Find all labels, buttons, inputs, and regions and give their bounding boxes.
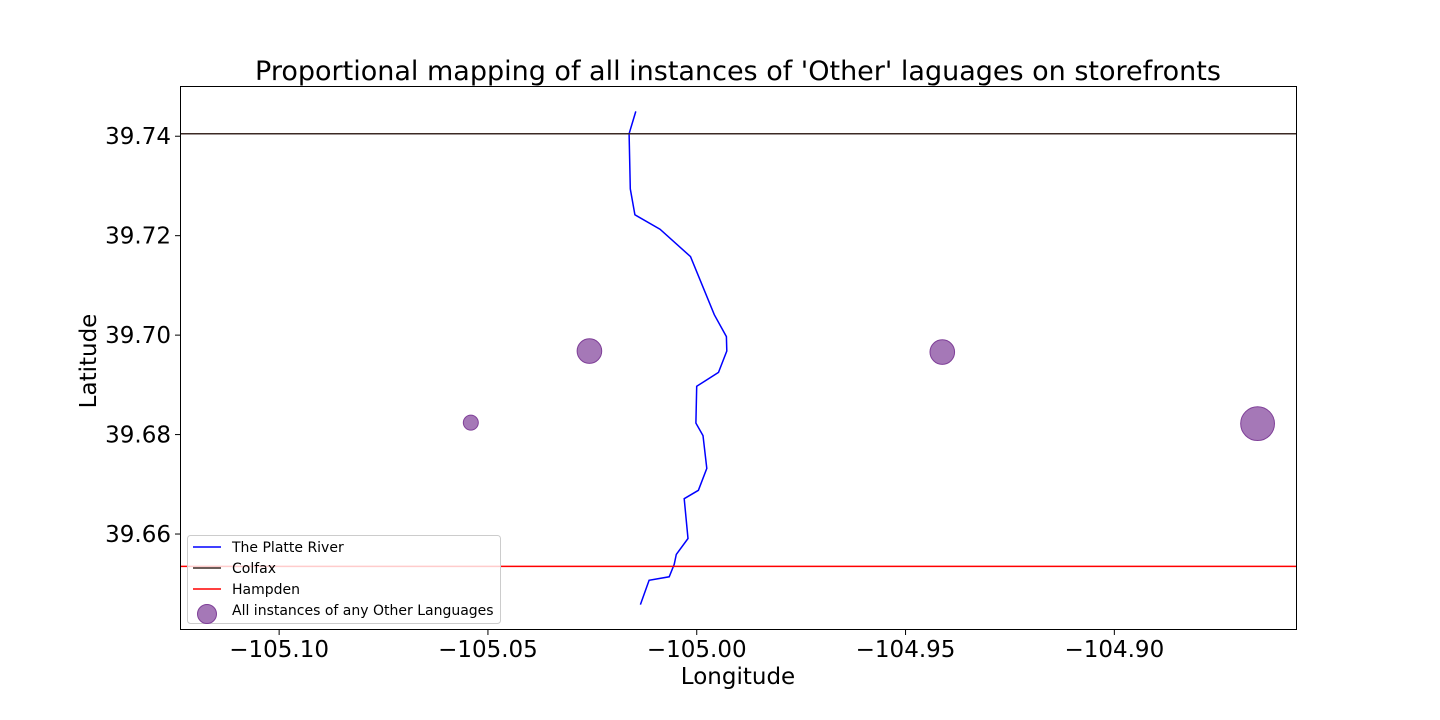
scatter-point bbox=[576, 338, 603, 364]
x-tick-label: −105.05 bbox=[438, 637, 538, 663]
x-tick-label: −105.10 bbox=[229, 637, 329, 663]
scatter-point bbox=[1240, 406, 1275, 442]
legend-label: All instances of any Other Languages bbox=[232, 603, 494, 619]
y-tick-label: 39.66 bbox=[105, 522, 171, 548]
legend-label: Hampden bbox=[232, 582, 300, 598]
legend: The Platte River Colfax Hampden All instanc… bbox=[187, 535, 501, 624]
x-tick-label: −105.00 bbox=[647, 637, 747, 663]
y-tick-label: 39.70 bbox=[105, 323, 171, 349]
legend-label: Colfax bbox=[232, 561, 276, 577]
plot-frame bbox=[180, 86, 1297, 630]
chart-title: Proportional mapping of all instances of… bbox=[255, 56, 1221, 87]
y-tick-label: 39.74 bbox=[105, 124, 171, 150]
y-tick-label: 39.72 bbox=[105, 224, 171, 250]
x-tick-label: −104.90 bbox=[1064, 637, 1164, 663]
scatter-point bbox=[929, 339, 956, 365]
legend-marker bbox=[197, 604, 217, 624]
scatter-point bbox=[462, 414, 479, 431]
x-axis-label: Longitude bbox=[681, 664, 795, 690]
legend-label: The Platte River bbox=[231, 540, 344, 556]
x-tick-label: −104.95 bbox=[856, 637, 956, 663]
legend-box bbox=[187, 535, 501, 624]
y-axis-label: Latitude bbox=[76, 314, 102, 409]
y-tick-label: 39.68 bbox=[105, 423, 171, 449]
series-line-platte-river bbox=[628, 111, 728, 605]
